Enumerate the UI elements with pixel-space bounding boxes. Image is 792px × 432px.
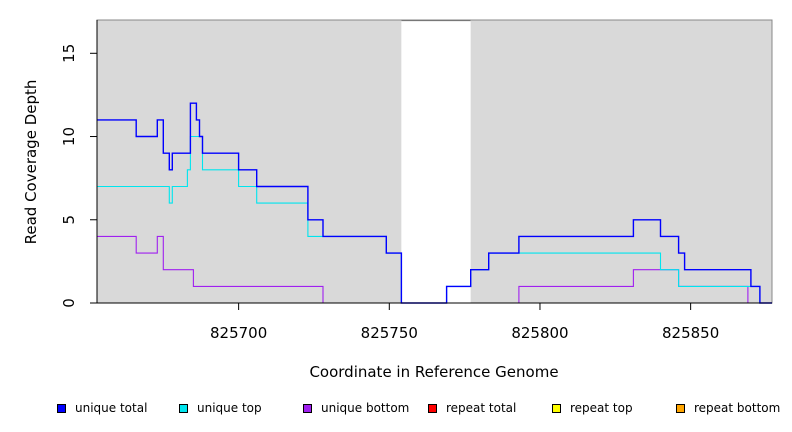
y-tick-label: 10 <box>60 127 78 146</box>
plot-background <box>96 19 773 304</box>
legend-swatch <box>428 403 437 413</box>
legend-swatch <box>179 403 188 413</box>
y-axis-title: Read Coverage Depth <box>22 80 40 245</box>
legend-item: unique top <box>179 401 262 415</box>
legend-label: unique total <box>75 401 148 415</box>
y-tick-label: 0 <box>60 298 78 308</box>
legend-label: repeat top <box>570 401 633 415</box>
x-tick-label: 825750 <box>361 324 418 342</box>
legend-label: repeat bottom <box>694 401 781 415</box>
series-line-unique-total <box>97 102 772 304</box>
legend-label: unique bottom <box>321 401 410 415</box>
legend-swatch <box>552 403 561 413</box>
legend-label: unique top <box>197 401 262 415</box>
gap-region <box>401 20 471 303</box>
legend-swatch <box>57 403 66 413</box>
legend-item: repeat top <box>552 401 633 415</box>
legend-item: repeat bottom <box>676 401 780 415</box>
y-tick-label: 5 <box>60 215 78 225</box>
legend-item: repeat total <box>428 401 516 415</box>
legend-swatch <box>676 403 685 413</box>
legend: unique total unique top unique bottom repea… <box>0 401 792 417</box>
axes-layer: 0 5 10 15 825700 825750 825800 825850 <box>60 20 772 342</box>
x-axis-title: Coordinate in Reference Genome <box>309 363 558 381</box>
legend-label: repeat total <box>446 401 517 415</box>
x-tick-label: 825800 <box>511 324 568 342</box>
legend-item: unique bottom <box>303 401 409 415</box>
x-tick-label: 825850 <box>662 324 719 342</box>
x-tick-label: 825700 <box>210 324 267 342</box>
legend-item: unique total <box>57 401 147 415</box>
legend-swatch <box>303 403 312 413</box>
y-tick-label: 15 <box>60 44 78 63</box>
